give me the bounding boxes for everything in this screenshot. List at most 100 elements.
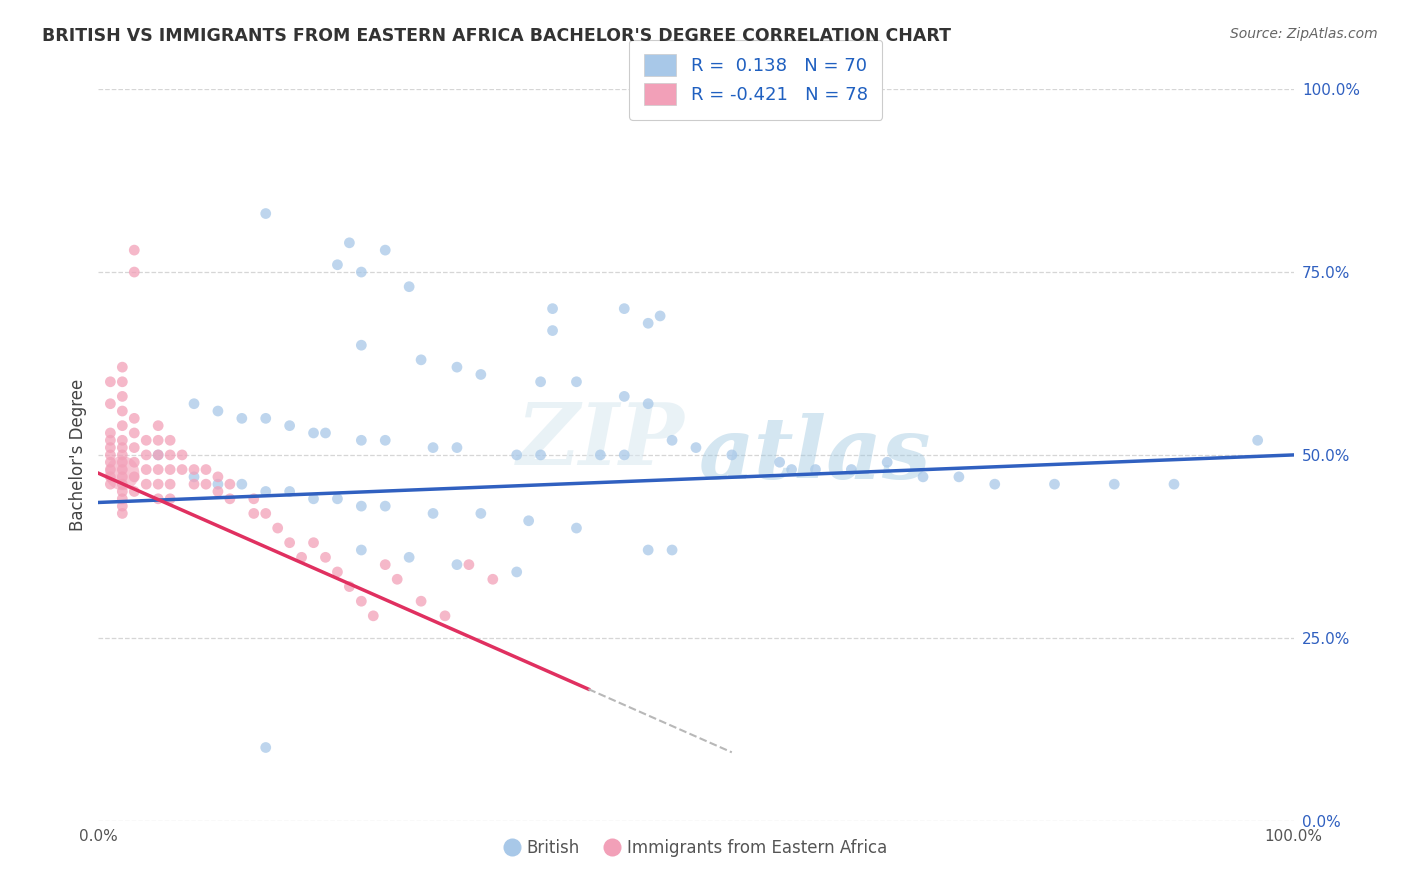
- Point: [159, 491, 181, 506]
- Point: [172, 448, 194, 462]
- Point: [780, 462, 803, 476]
- Point: [506, 448, 529, 462]
- Point: [374, 434, 396, 448]
- Point: [768, 455, 790, 469]
- Point: [506, 565, 529, 579]
- Point: [111, 470, 134, 484]
- Point: [98, 477, 122, 491]
- Point: [637, 397, 659, 411]
- Point: [804, 462, 827, 476]
- Point: [135, 462, 157, 476]
- Point: [648, 309, 672, 323]
- Point: [124, 411, 146, 425]
- Point: [565, 521, 588, 535]
- Point: [458, 558, 481, 572]
- Point: [613, 389, 636, 403]
- Point: [111, 484, 134, 499]
- Point: [111, 434, 134, 448]
- Text: ZIP: ZIP: [516, 399, 685, 482]
- Point: [135, 448, 157, 462]
- Point: [135, 477, 157, 491]
- Point: [254, 411, 277, 425]
- Point: [207, 470, 229, 484]
- Point: [111, 389, 134, 403]
- Point: [159, 462, 181, 476]
- Point: [195, 477, 218, 491]
- Point: [231, 411, 253, 425]
- Point: [148, 434, 170, 448]
- Point: [948, 470, 970, 484]
- Point: [159, 477, 181, 491]
- Point: [183, 462, 205, 476]
- Point: [661, 543, 683, 558]
- Point: [374, 499, 396, 513]
- Point: [637, 543, 659, 558]
- Point: [183, 470, 205, 484]
- Point: [326, 491, 349, 506]
- Point: [111, 455, 134, 469]
- Point: [159, 434, 181, 448]
- Point: [219, 477, 242, 491]
- Point: [207, 484, 229, 499]
- Point: [254, 740, 277, 755]
- Point: [446, 441, 468, 455]
- Point: [434, 608, 457, 623]
- Point: [278, 418, 301, 433]
- Legend: British, Immigrants from Eastern Africa: British, Immigrants from Eastern Africa: [498, 832, 894, 863]
- Point: [589, 448, 612, 462]
- Point: [984, 477, 1007, 491]
- Point: [98, 425, 122, 440]
- Point: [148, 418, 170, 433]
- Point: [876, 455, 898, 469]
- Text: BRITISH VS IMMIGRANTS FROM EASTERN AFRICA BACHELOR'S DEGREE CORRELATION CHART: BRITISH VS IMMIGRANTS FROM EASTERN AFRIC…: [42, 27, 952, 45]
- Point: [254, 206, 277, 220]
- Point: [446, 360, 468, 375]
- Point: [661, 434, 683, 448]
- Point: [98, 397, 122, 411]
- Point: [148, 477, 170, 491]
- Point: [278, 535, 301, 549]
- Point: [98, 375, 122, 389]
- Point: [148, 462, 170, 476]
- Point: [398, 550, 420, 565]
- Point: [685, 441, 707, 455]
- Point: [1247, 434, 1270, 448]
- Point: [637, 316, 659, 330]
- Text: atlas: atlas: [699, 413, 932, 497]
- Point: [326, 565, 349, 579]
- Point: [278, 484, 301, 499]
- Point: [124, 484, 146, 499]
- Point: [111, 499, 134, 513]
- Point: [530, 375, 553, 389]
- Point: [481, 572, 505, 586]
- Point: [111, 507, 134, 521]
- Point: [98, 462, 122, 476]
- Point: [124, 455, 146, 469]
- Point: [374, 558, 396, 572]
- Point: [124, 243, 146, 257]
- Point: [350, 338, 373, 352]
- Point: [721, 448, 744, 462]
- Point: [111, 448, 134, 462]
- Point: [111, 477, 134, 491]
- Point: [254, 484, 277, 499]
- Point: [315, 550, 337, 565]
- Point: [98, 434, 122, 448]
- Point: [254, 507, 277, 521]
- Point: [111, 466, 134, 480]
- Point: [111, 462, 134, 476]
- Point: [302, 491, 325, 506]
- Point: [195, 462, 218, 476]
- Point: [446, 558, 468, 572]
- Point: [172, 462, 194, 476]
- Point: [302, 425, 325, 440]
- Point: [411, 594, 433, 608]
- Point: [111, 418, 134, 433]
- Point: [302, 535, 325, 549]
- Point: [350, 594, 373, 608]
- Y-axis label: Bachelor's Degree: Bachelor's Degree: [69, 379, 87, 531]
- Point: [541, 324, 564, 338]
- Point: [315, 425, 337, 440]
- Point: [911, 470, 934, 484]
- Point: [159, 448, 181, 462]
